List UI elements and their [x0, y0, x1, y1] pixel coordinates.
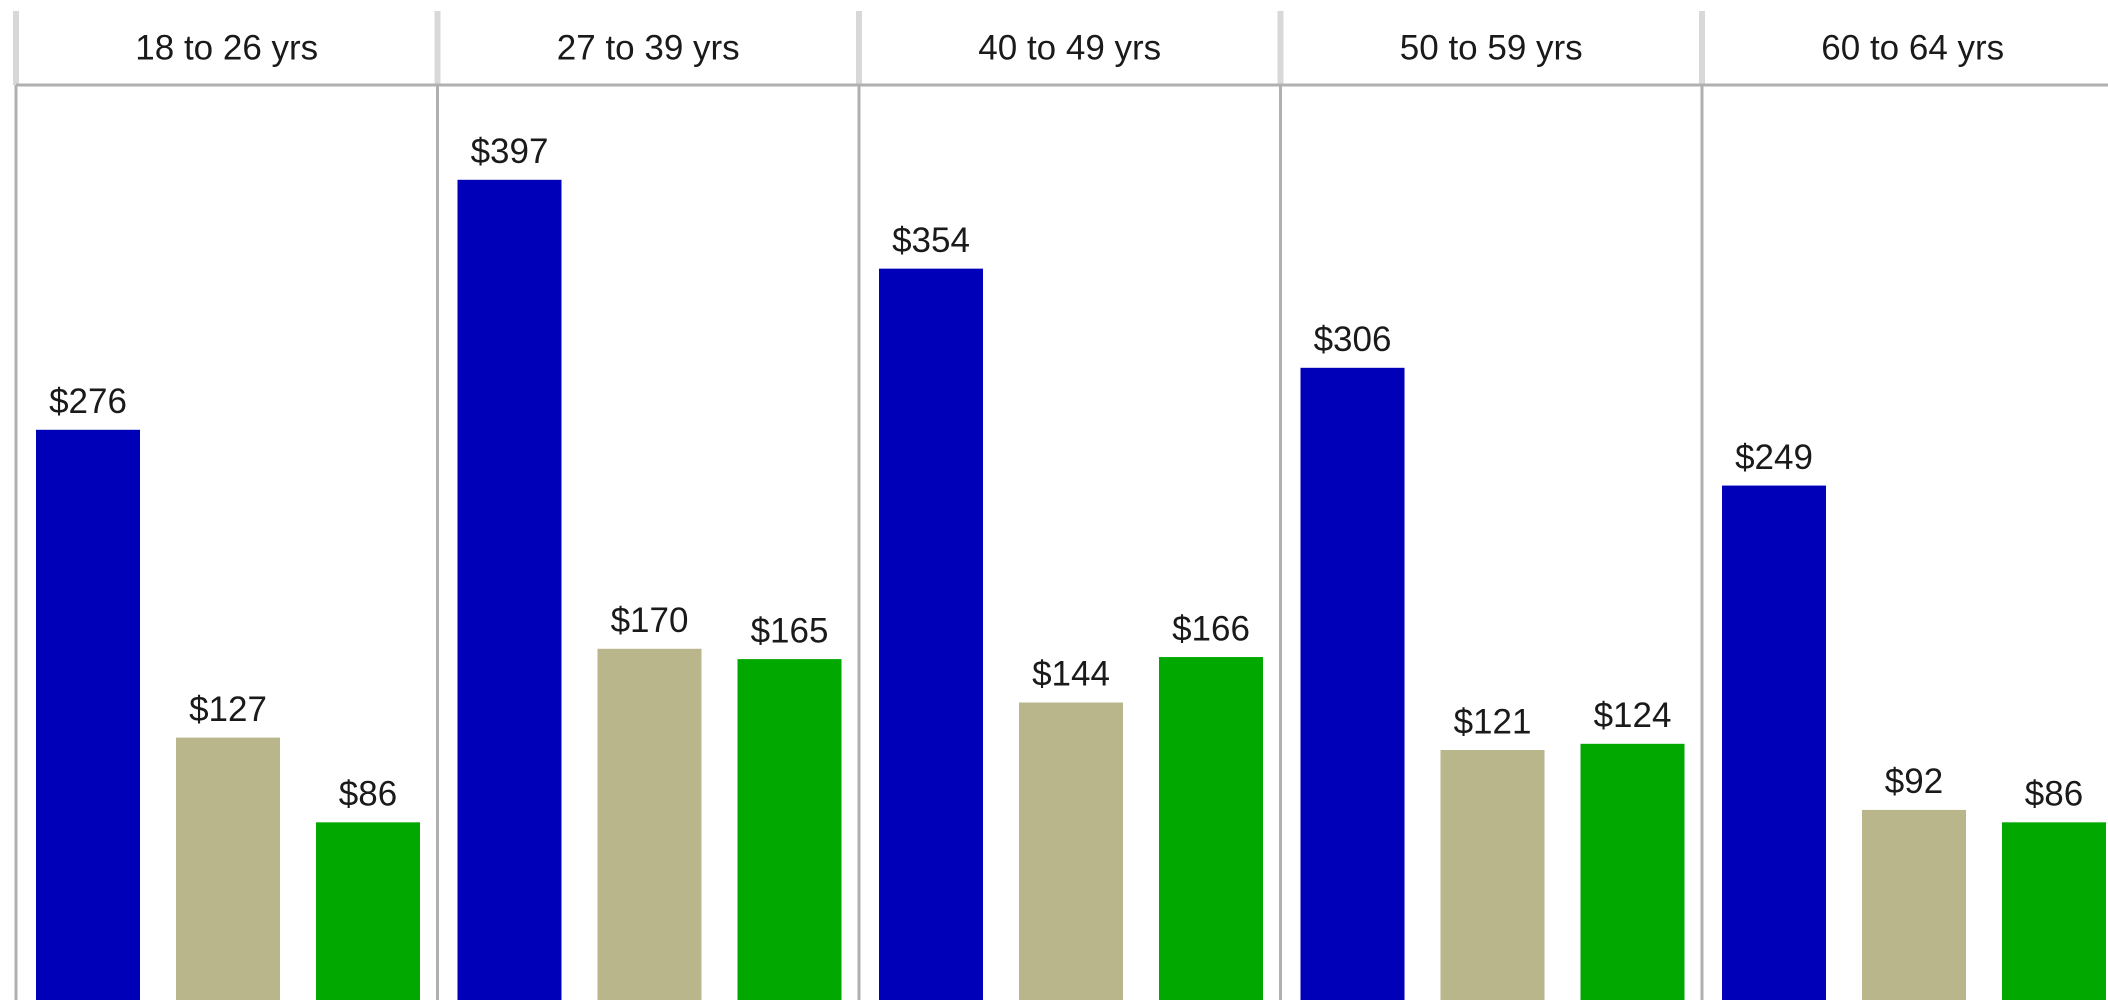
bar	[1580, 743, 1685, 1000]
value-label: $144	[1032, 655, 1110, 694]
bar	[1440, 750, 1545, 1000]
bar	[737, 659, 842, 1000]
bar	[1722, 485, 1826, 1000]
bar	[1862, 809, 1966, 1000]
bar	[879, 268, 983, 1000]
bar	[2002, 822, 2106, 1000]
header-cell	[1280, 11, 1702, 85]
value-label: $166	[1172, 609, 1250, 648]
value-label: $92	[1885, 762, 1943, 801]
header-cell	[1702, 11, 2108, 85]
bar	[457, 179, 562, 1000]
header-cell	[16, 11, 438, 85]
value-label: $397	[471, 132, 549, 171]
category-label: 60 to 64 yrs	[1821, 28, 2004, 67]
category-label: 18 to 26 yrs	[135, 28, 318, 67]
bar	[1159, 657, 1263, 1000]
category-label: 50 to 59 yrs	[1400, 28, 1583, 67]
category-label: 27 to 39 yrs	[557, 28, 740, 67]
header-cell	[437, 11, 859, 85]
value-label: $170	[611, 601, 689, 640]
header-cell	[859, 11, 1281, 85]
value-label: $86	[2025, 775, 2083, 814]
bar	[36, 429, 140, 1000]
value-label: $86	[339, 775, 397, 814]
category-label: 40 to 49 yrs	[978, 28, 1161, 67]
bar	[597, 648, 702, 1000]
value-label: $165	[751, 611, 829, 650]
value-label: $354	[892, 221, 970, 260]
value-label: $249	[1735, 438, 1813, 477]
bar	[316, 822, 420, 1000]
bar	[1019, 702, 1123, 1000]
value-label: $127	[189, 690, 267, 729]
value-label: $306	[1314, 320, 1392, 359]
bar	[1300, 367, 1405, 1000]
value-label: $121	[1454, 702, 1532, 741]
bar	[176, 737, 280, 1000]
value-label: $124	[1594, 696, 1672, 735]
value-label: $276	[49, 382, 127, 421]
